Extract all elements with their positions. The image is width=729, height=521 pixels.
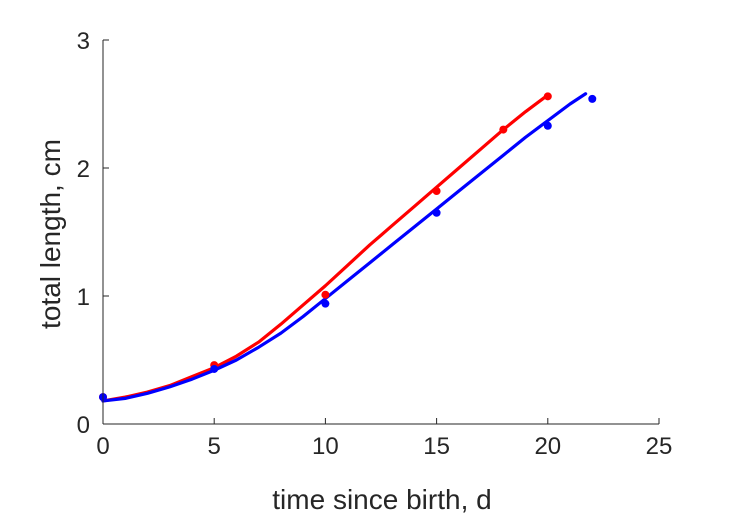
series-2-point <box>432 208 441 217</box>
series-1-point <box>321 290 330 299</box>
x-axis-label: time since birth, d <box>272 484 491 515</box>
series-1-line <box>101 93 550 403</box>
x-tick-label: 5 <box>208 433 221 460</box>
series-1-point <box>543 92 552 101</box>
x-tick-label: 10 <box>312 433 339 460</box>
y-tick-label: 3 <box>77 28 90 55</box>
series-2-point <box>588 94 597 103</box>
series-2-point <box>543 121 552 130</box>
ticks: 0 5 10 15 20 25 0 1 2 3 <box>77 28 673 460</box>
x-tick-label: 15 <box>423 433 450 460</box>
series-2-point <box>321 299 330 308</box>
series-2-line <box>101 92 588 403</box>
x-tick-label: 25 <box>646 433 673 460</box>
plot-lines <box>101 92 588 403</box>
series-1-point <box>499 125 508 134</box>
axes <box>102 40 659 425</box>
y-tick-label: 1 <box>77 284 90 311</box>
y-tick-label: 0 <box>77 412 90 439</box>
y-axis-label: total length, cm <box>35 139 66 329</box>
y-tick-label: 2 <box>77 156 90 183</box>
series-1-point <box>432 187 441 196</box>
x-tick-label: 20 <box>534 433 561 460</box>
x-tick-label: 0 <box>96 433 109 460</box>
series-2-point <box>210 364 219 373</box>
